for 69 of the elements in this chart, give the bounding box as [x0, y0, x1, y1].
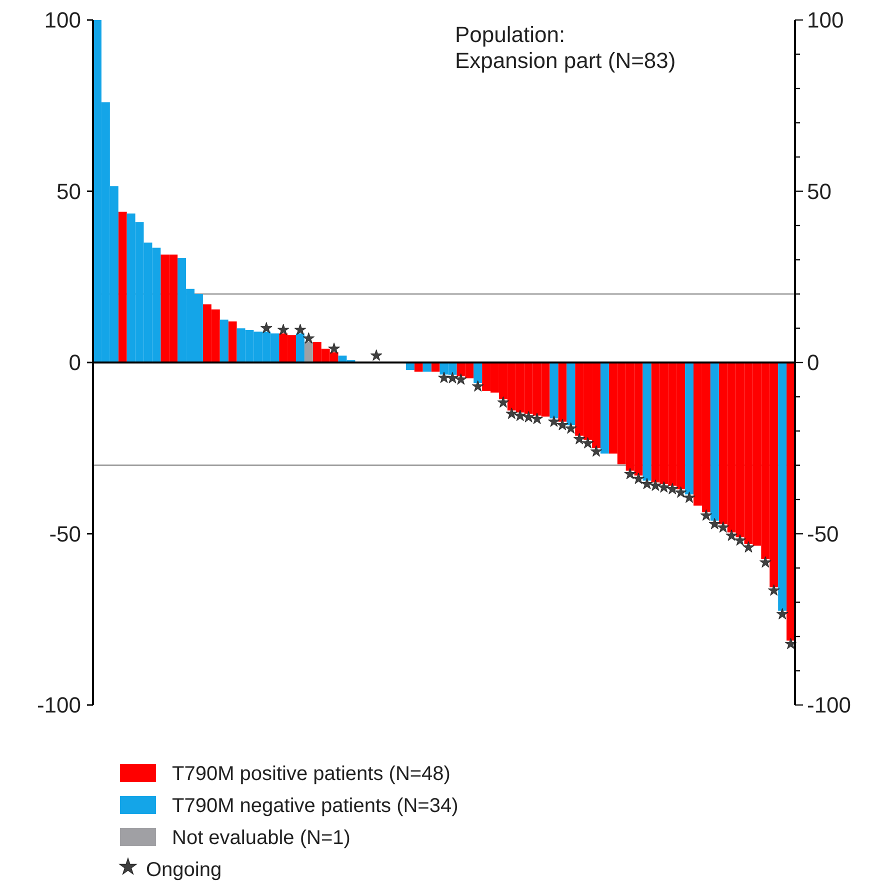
point: [717, 521, 730, 533]
chart-title: Population:: [455, 22, 566, 47]
y2-tick-label: -100: [807, 692, 852, 718]
point: [632, 472, 644, 484]
y2-tick-label: 0: [807, 350, 820, 376]
point: [277, 324, 290, 336]
point: [624, 468, 636, 480]
y2-tick-label: 50: [807, 178, 832, 204]
point: [590, 445, 602, 457]
point: [548, 416, 560, 427]
point: [768, 584, 780, 596]
point: [370, 349, 382, 361]
bar: [558, 362, 567, 422]
legend-label: Ongoing: [146, 859, 222, 881]
point: [497, 396, 510, 408]
point: [506, 408, 518, 419]
text: Expansion part (N=83): [455, 48, 676, 73]
bar: [566, 362, 576, 426]
point: [564, 422, 577, 434]
point: [666, 483, 678, 494]
point: [784, 638, 797, 650]
point: [776, 608, 788, 620]
bar: [685, 362, 694, 494]
point: [683, 492, 696, 503]
bar: [118, 212, 127, 362]
bar: [642, 362, 652, 481]
bar: [600, 362, 609, 454]
bar: [304, 342, 313, 362]
bar: [220, 320, 228, 362]
point: [556, 418, 568, 430]
point: [734, 534, 746, 546]
y-tick-label: 100: [44, 8, 81, 33]
point: [472, 380, 484, 392]
point: [650, 480, 662, 491]
y-tick-label: 0: [68, 350, 81, 376]
legend-label: T790M positive patients (N=48): [172, 763, 450, 785]
point: [759, 556, 772, 568]
bar: [778, 362, 787, 611]
point: [438, 372, 450, 383]
point: [260, 322, 272, 334]
y-tick-label: -100: [36, 692, 81, 718]
point: [454, 373, 467, 385]
bar: [710, 362, 719, 521]
y-tick-label: 50: [56, 178, 81, 204]
point: [573, 433, 586, 444]
point: [700, 509, 712, 521]
bar: [228, 321, 237, 362]
point: [522, 411, 535, 422]
bar: [550, 362, 558, 418]
point: [641, 478, 653, 490]
point: [674, 486, 687, 498]
point: [742, 541, 754, 553]
point: [582, 437, 594, 448]
point: [531, 412, 543, 424]
y2-tick-label: -50: [807, 521, 839, 546]
point: [446, 372, 458, 384]
point: [302, 332, 315, 344]
point: [708, 518, 721, 530]
legend-label: T790M negative patients (N=34): [172, 795, 458, 817]
bar: [474, 362, 482, 384]
y2-tick-label: 100: [807, 8, 844, 33]
point: [658, 481, 670, 493]
point: [294, 324, 306, 336]
point: [514, 410, 526, 422]
point: [726, 530, 738, 541]
y-tick-label: -50: [49, 521, 81, 546]
point: [328, 342, 340, 354]
legend-label: Not evaluable (N=1): [172, 827, 350, 849]
bar: [296, 333, 304, 362]
